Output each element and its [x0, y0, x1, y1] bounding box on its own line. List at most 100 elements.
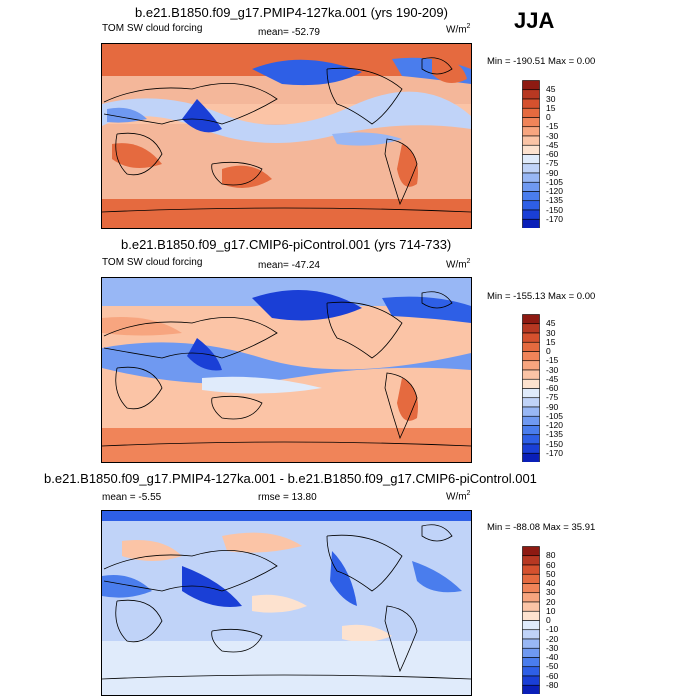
season-label: JJA	[514, 8, 555, 33]
colorbar-tick-label: -60	[546, 149, 559, 159]
colorbar-box	[522, 452, 540, 463]
colorbar-box	[522, 406, 540, 417]
colorbar-box	[522, 564, 540, 575]
colorbar-tick-label: -45	[546, 373, 559, 384]
colorbar-tick-label: -120	[546, 420, 564, 430]
colorbar-tick-label: -120	[546, 186, 564, 196]
panel3-colorbar-svg	[522, 546, 540, 695]
colorbar-box	[522, 573, 540, 584]
colorbar-box	[522, 89, 540, 100]
panel3-map-svg	[102, 511, 471, 695]
panel2-center-label: mean= -47.24	[258, 260, 320, 271]
colorbar-box	[522, 314, 540, 325]
colorbar-box	[522, 684, 540, 695]
colorbar-box	[522, 323, 540, 334]
colorbar-tick-label: -50	[546, 661, 559, 672]
colorbar-tick-label: -75	[546, 158, 559, 169]
colorbar-tick-label: -60	[546, 670, 559, 681]
colorbar-box	[522, 144, 540, 155]
panel3-title: b.e21.B1850.f09_g17.PMIP4-127ka.001 - b.…	[44, 471, 537, 486]
colorbar-box	[522, 107, 540, 118]
colorbar-box	[522, 135, 540, 146]
colorbar-box	[522, 191, 540, 202]
colorbar-tick-label: -10	[546, 624, 559, 635]
colorbar-tick-label: -15	[546, 121, 559, 132]
colorbar-tick-label: -90	[546, 401, 559, 412]
colorbar-tick-label: 15	[546, 102, 556, 113]
colorbar-tick-label: 60	[546, 559, 556, 570]
colorbar-box	[522, 546, 540, 557]
colorbar-box	[522, 163, 540, 174]
colorbar-box	[522, 332, 540, 343]
panel1-units: W/m2	[446, 23, 471, 36]
colorbar-box	[522, 601, 540, 612]
colorbar-tick-label: -30	[546, 642, 559, 653]
colorbar-box	[522, 80, 540, 91]
colorbar-box	[522, 583, 540, 594]
colorbar-box	[522, 154, 540, 165]
colorbar-box	[522, 98, 540, 109]
panel3-center-label: rmse = 13.80	[258, 492, 317, 503]
panel2-units: W/m2	[446, 258, 471, 271]
colorbar-tick-label: -105	[546, 176, 564, 187]
colorbar-box	[522, 369, 540, 380]
colorbar-box	[522, 443, 540, 454]
panel2-colorbar-svg	[522, 314, 540, 463]
colorbar-tick-label: 50	[546, 568, 556, 579]
colorbar-tick-label: -45	[546, 139, 559, 150]
colorbar-box	[522, 388, 540, 399]
colorbar-tick-label: -30	[546, 130, 559, 141]
colorbar-box	[522, 425, 540, 436]
panel1-center-label: mean= -52.79	[258, 27, 320, 38]
colorbar-box	[522, 378, 540, 389]
colorbar-tick-label: -170	[546, 447, 564, 458]
colorbar-box	[522, 647, 540, 658]
colorbar-tick-label: -20	[546, 633, 559, 644]
colorbar-box	[522, 181, 540, 192]
colorbar-box	[522, 657, 540, 668]
panel1-minmax: Min = -190.51 Max = 0.00	[487, 56, 596, 67]
colorbar-tick-label: -135	[546, 429, 564, 440]
colorbar-tick-label: 80	[546, 550, 556, 561]
colorbar-box	[522, 610, 540, 621]
colorbar-box	[522, 666, 540, 677]
panel1-map	[101, 43, 472, 229]
colorbar-box	[522, 200, 540, 211]
colorbar-tick-label: 45	[546, 318, 556, 329]
colorbar-box	[522, 675, 540, 686]
colorbar-tick-label: 0	[546, 112, 551, 122]
colorbar-tick-label: 20	[546, 596, 556, 607]
colorbar-tick-label: -90	[546, 167, 559, 178]
colorbar-box	[522, 638, 540, 649]
panel3-map	[101, 510, 472, 696]
panel2-map	[101, 277, 472, 463]
colorbar-tick-label: 30	[546, 93, 556, 104]
colorbar-tick-label: 0	[546, 346, 551, 356]
colorbar-box	[522, 126, 540, 137]
panel2-left-label: TOM SW cloud forcing	[102, 257, 203, 268]
panel1-map-svg	[102, 44, 471, 228]
colorbar-tick-label: 40	[546, 578, 556, 588]
colorbar-box	[522, 434, 540, 445]
colorbar-tick-label: -105	[546, 410, 564, 421]
colorbar-tick-label: 0	[546, 615, 551, 625]
colorbar-tick-label: -135	[546, 195, 564, 206]
colorbar-tick-label: -80	[546, 679, 559, 690]
panel1-title: b.e21.B1850.f09_g17.PMIP4-127ka.001 (yrs…	[135, 5, 448, 20]
panel1-left-label: TOM SW cloud forcing	[102, 23, 203, 34]
panel3-units: W/m2	[446, 490, 471, 503]
colorbar-tick-label: -40	[546, 652, 559, 662]
panel3-colorbar: 80 60 50 40 30 20 10 0 -10 -20 -30 -40 -50 -60 -80	[522, 546, 582, 696]
colorbar-box	[522, 117, 540, 128]
panel2-title: b.e21.B1850.f09_g17.CMIP6-piControl.001 …	[121, 237, 452, 252]
colorbar-tick-label: -75	[546, 392, 559, 403]
panel3-minmax: Min = -88.08 Max = 35.91	[487, 522, 596, 533]
panel2-map-svg	[102, 278, 471, 462]
colorbar-box	[522, 397, 540, 408]
colorbar-tick-label: -150	[546, 438, 564, 449]
colorbar-tick-label: 30	[546, 327, 556, 338]
colorbar-box	[522, 172, 540, 183]
colorbar-box	[522, 209, 540, 220]
colorbar-box	[522, 620, 540, 631]
colorbar-box	[522, 629, 540, 640]
